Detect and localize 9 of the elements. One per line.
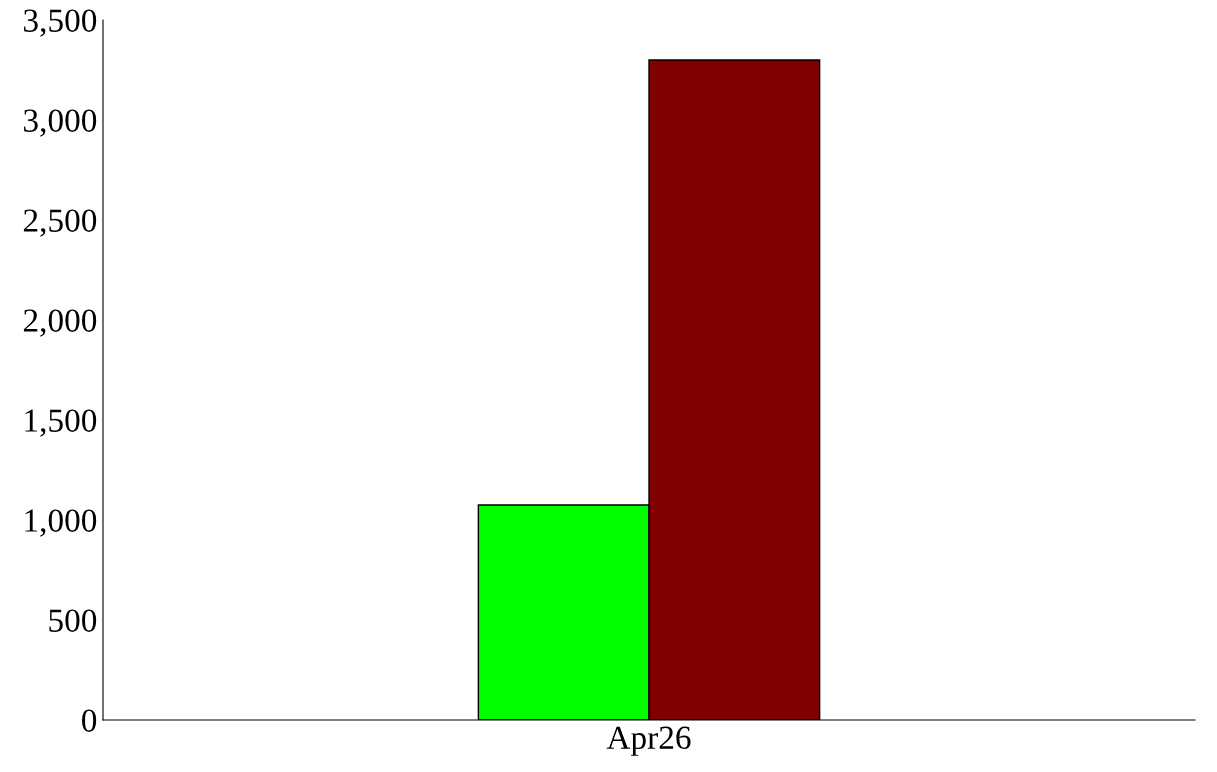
y-tick-label: 0 bbox=[82, 709, 97, 732]
y-tick-label: 1,000 bbox=[25, 509, 97, 537]
y-tick-label: 2,500 bbox=[23, 209, 97, 237]
y-tick-label: 1,500 bbox=[25, 409, 97, 437]
y-tick-label: 3,500 bbox=[24, 9, 97, 37]
y-tick-label: 2,000 bbox=[23, 309, 97, 337]
y-tick-label: 3,000 bbox=[24, 109, 97, 137]
y-tick-label: 500 bbox=[49, 609, 97, 632]
x-tick-label: Apr26 bbox=[606, 726, 691, 756]
